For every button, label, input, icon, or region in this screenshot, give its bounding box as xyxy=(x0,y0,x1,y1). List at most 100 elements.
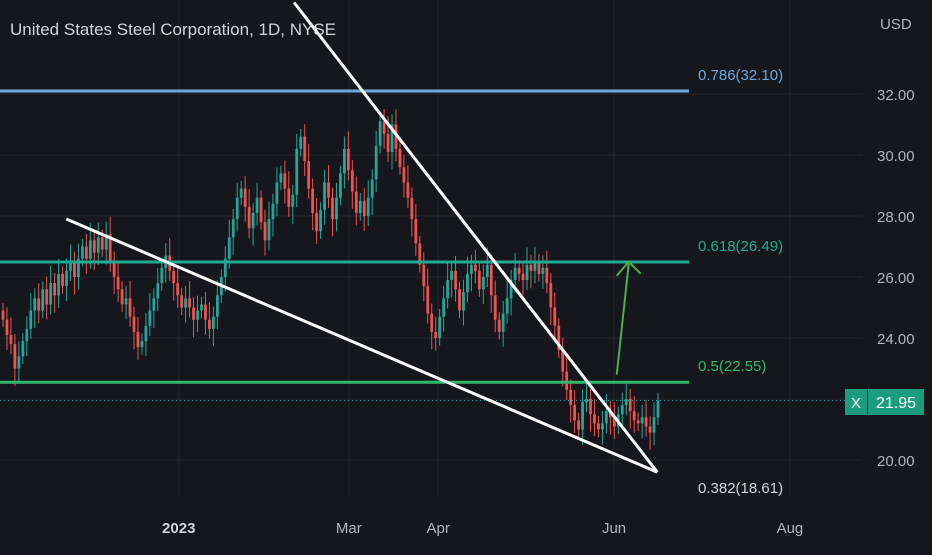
candle xyxy=(188,280,191,318)
candle-body xyxy=(589,399,592,415)
candle xyxy=(77,243,80,290)
candle-body xyxy=(382,121,386,134)
candle xyxy=(235,182,239,232)
last-price-badge[interactable]: X 21.95 xyxy=(845,389,924,415)
candle xyxy=(446,262,449,309)
y-tick-label: 20.00 xyxy=(877,453,915,470)
candle xyxy=(354,176,358,226)
y-tick-label: 26.00 xyxy=(877,270,915,287)
candle-body xyxy=(470,264,473,274)
fibonacci-levels: 0.786(32.10) 0.618(26.49) 0.5(22.55) 0.382(… xyxy=(0,67,783,497)
candle-body xyxy=(593,414,596,424)
candle xyxy=(9,317,13,355)
candle xyxy=(57,259,60,308)
candle xyxy=(585,381,588,413)
candle xyxy=(529,254,533,289)
candle xyxy=(263,209,267,256)
candlestick-series xyxy=(0,108,862,450)
candle-body xyxy=(608,411,612,418)
candle-body xyxy=(331,197,334,220)
candle-body xyxy=(489,264,493,296)
candle-body xyxy=(636,420,640,424)
candle xyxy=(45,276,49,320)
candle xyxy=(255,182,259,226)
candle xyxy=(204,291,207,335)
candle-body xyxy=(410,197,414,220)
candle xyxy=(184,285,187,323)
time-axis[interactable]: 2023 Mar Apr Jun Aug xyxy=(162,520,803,537)
candle xyxy=(346,131,350,181)
candle-body xyxy=(362,200,366,216)
candle-body xyxy=(462,292,465,311)
candle xyxy=(493,280,497,333)
candle-body xyxy=(346,148,350,171)
candle-body xyxy=(529,264,533,271)
candle xyxy=(331,187,334,237)
candle xyxy=(152,288,156,328)
candle-body xyxy=(422,264,426,287)
candle-body xyxy=(176,283,180,296)
candle-body xyxy=(378,121,382,146)
candle xyxy=(438,309,442,346)
candle xyxy=(41,281,45,319)
candle xyxy=(140,333,144,355)
currency-label: USD xyxy=(880,16,912,33)
candle-body xyxy=(454,270,457,290)
candle-body xyxy=(477,270,481,290)
candle-body xyxy=(513,267,517,281)
candle xyxy=(239,180,243,206)
candle-body xyxy=(251,212,255,229)
candle-body xyxy=(116,277,120,290)
candle-body xyxy=(263,222,267,241)
candle xyxy=(303,124,307,177)
candle xyxy=(279,165,283,191)
candle xyxy=(362,188,366,231)
fib-label-0382: 0.382(18.61) xyxy=(698,480,783,497)
y-tick-label: 28.00 xyxy=(877,209,915,226)
candle xyxy=(501,301,505,347)
candle xyxy=(398,141,402,175)
candle-body xyxy=(620,405,624,415)
candle xyxy=(581,389,584,445)
candle-body xyxy=(581,402,584,430)
candle xyxy=(61,266,64,294)
candle-body xyxy=(279,173,283,183)
candle-body xyxy=(521,273,525,281)
candle xyxy=(180,287,184,316)
candle xyxy=(335,182,338,232)
candle xyxy=(593,399,596,436)
candle-body xyxy=(573,405,577,421)
candle xyxy=(466,256,469,303)
candle xyxy=(434,316,438,351)
candle-body xyxy=(271,203,275,220)
candle-body xyxy=(92,240,96,253)
candle xyxy=(402,154,406,198)
candle-body xyxy=(299,136,303,149)
candle-body xyxy=(196,310,199,320)
candle-body xyxy=(295,148,299,195)
candle xyxy=(632,396,636,433)
candle-body xyxy=(612,417,616,427)
candle-body xyxy=(124,298,128,305)
candle-body xyxy=(418,243,422,265)
candle xyxy=(128,280,132,327)
candle xyxy=(21,333,25,364)
candle-body xyxy=(438,316,442,338)
candle-body xyxy=(215,295,219,317)
candle-body xyxy=(517,267,521,274)
wedge-trendlines xyxy=(65,1,659,474)
candle xyxy=(525,247,529,291)
candle-body xyxy=(9,334,13,345)
candle xyxy=(176,268,180,308)
candle xyxy=(275,167,279,217)
candle-body xyxy=(533,261,537,271)
candle xyxy=(291,184,295,225)
candle xyxy=(406,165,410,208)
candle-body xyxy=(501,313,505,332)
candle xyxy=(370,169,374,216)
candle-body xyxy=(239,188,243,198)
candle xyxy=(410,187,414,237)
candle-body xyxy=(88,240,92,259)
candle-body xyxy=(557,325,561,351)
